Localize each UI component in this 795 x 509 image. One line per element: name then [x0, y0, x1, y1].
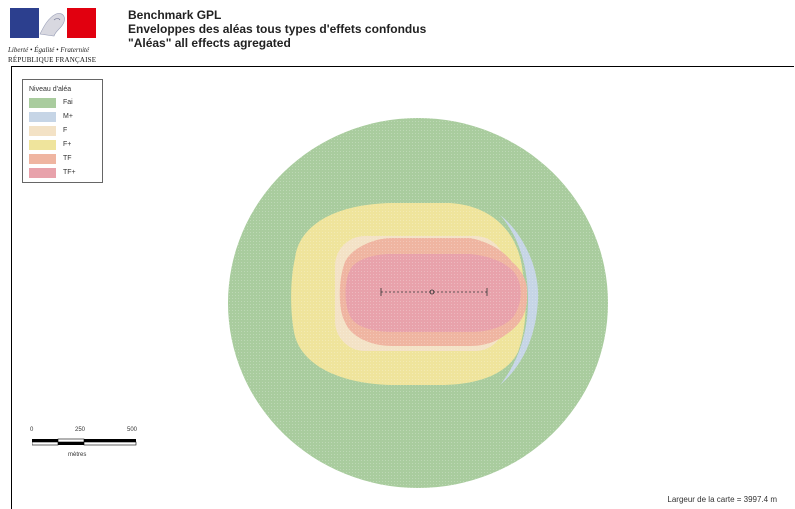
map-width-caption: Largeur de la carte = 3997.4 m [667, 495, 777, 504]
legend-label: F [63, 127, 68, 134]
scale-bar-graphic [32, 438, 137, 446]
marianne-flag-icon [10, 8, 96, 38]
legend-swatch [29, 98, 56, 108]
scale-tick-250: 250 [75, 427, 86, 433]
source-point-icon [429, 289, 435, 295]
legend-label: F+ [63, 141, 72, 148]
map-titles: Benchmark GPL Enveloppes des aléas tous … [128, 8, 426, 50]
scale-tick-500: 500 [127, 427, 138, 433]
scale-bar: 0 250 500 mètres [30, 427, 140, 467]
republic-name: RÉPUBLIQUE FRANÇAISE [8, 56, 97, 64]
map-subtitle-en: "Aléas" all effects agregated [128, 36, 291, 50]
legend-swatch [29, 126, 56, 136]
map-frame [11, 66, 794, 509]
legend-title: Niveau d'aléa [29, 86, 72, 93]
scale-tick-0: 0 [30, 427, 34, 433]
map-subtitle-fr: Enveloppes des aléas tous types d'effets… [128, 22, 427, 36]
legend-swatch [29, 112, 56, 122]
map-title: Benchmark GPL [128, 8, 222, 22]
scale-unit: mètres [68, 452, 87, 458]
legend: Niveau d'aléa Fai M+ F F+ TF TF+ [22, 79, 103, 183]
map-header: Liberté • Égalité • Fraternité RÉPUBLIQU… [0, 0, 795, 64]
legend-swatch [29, 154, 56, 164]
republique-francaise-logo: Liberté • Égalité • Fraternité RÉPUBLIQU… [8, 6, 98, 64]
legend-label: TF [63, 155, 72, 162]
legend-label: TF+ [63, 169, 76, 176]
legend-label: Fai [63, 99, 73, 106]
legend-swatch [29, 168, 56, 178]
republic-motto: Liberté • Égalité • Fraternité [8, 46, 90, 54]
legend-swatch [29, 140, 56, 150]
legend-label: M+ [63, 113, 73, 120]
